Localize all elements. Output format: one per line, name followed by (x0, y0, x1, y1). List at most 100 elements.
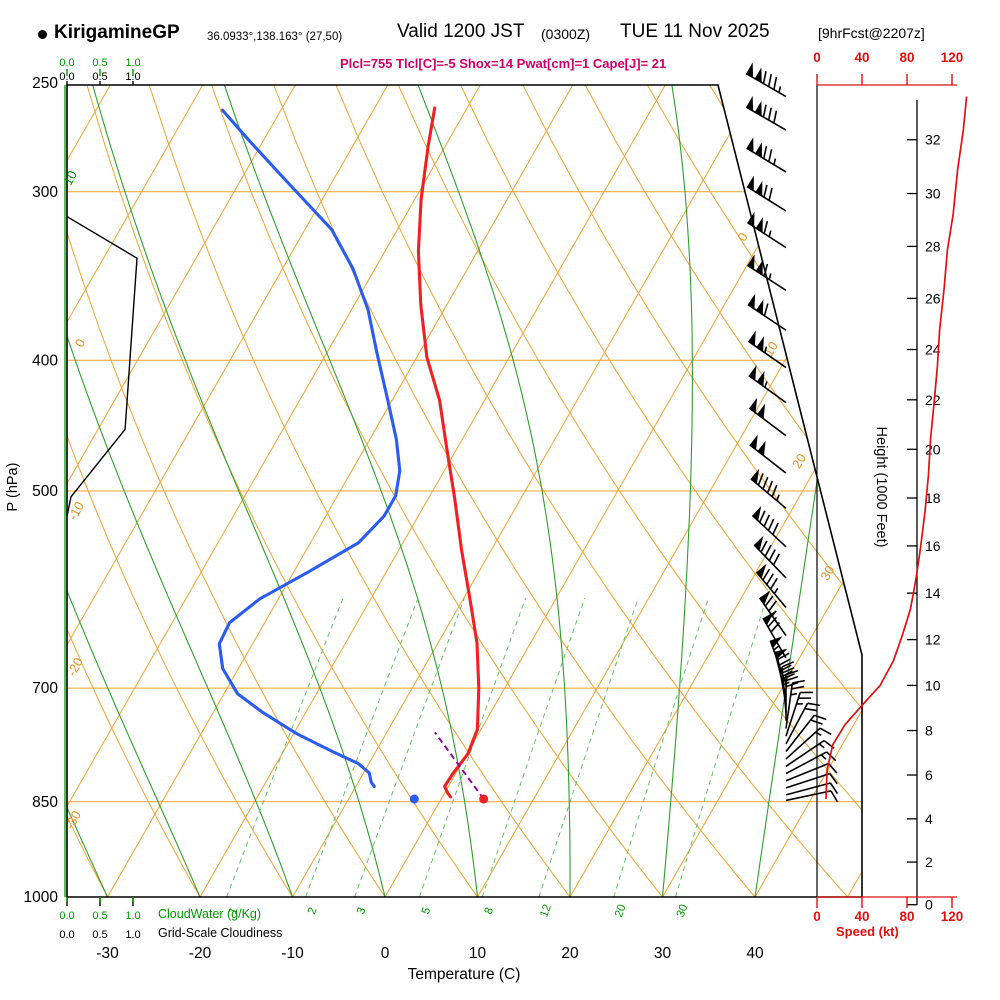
svg-text:10: 10 (761, 339, 781, 359)
svg-text:32: 32 (925, 132, 941, 148)
temperature-tick-labels: -30 -20 -10 0 10 20 30 40 (96, 945, 764, 962)
svg-text:30: 30 (925, 186, 941, 202)
svg-text:0: 0 (734, 230, 751, 244)
svg-text:8: 8 (483, 906, 496, 916)
svg-text:2: 2 (306, 906, 319, 916)
svg-text:-20: -20 (189, 945, 212, 962)
valid-time-utc: (0300Z) (541, 26, 591, 42)
sounding-indices: Plcl=755 Tlcl[C]=-5 Shox=14 Pwat[cm]=1 C… (340, 56, 667, 71)
surface-dewpoint-dot (409, 794, 419, 804)
svg-text:12: 12 (538, 903, 554, 919)
svg-text:14: 14 (925, 585, 941, 601)
svg-text:30: 30 (817, 563, 837, 583)
svg-text:6: 6 (925, 767, 933, 783)
svg-text:2: 2 (925, 854, 933, 870)
svg-text:1.0: 1.0 (125, 57, 140, 69)
svg-text:1.0: 1.0 (125, 71, 140, 83)
svg-text:0.0: 0.0 (59, 929, 74, 941)
svg-text:0: 0 (381, 945, 390, 962)
forecast-run-info: [9hrFcst@2207z] (818, 25, 925, 41)
speed-profile-curve (825, 96, 968, 800)
svg-text:18: 18 (925, 490, 941, 506)
svg-text:30: 30 (654, 945, 672, 962)
svg-text:20: 20 (789, 451, 809, 471)
parcel-path (434, 731, 485, 800)
wind-barbs (745, 62, 839, 803)
svg-text:26: 26 (925, 290, 941, 306)
svg-text:0.5: 0.5 (92, 929, 107, 941)
svg-text:80: 80 (899, 50, 914, 65)
svg-text:20: 20 (925, 441, 941, 457)
svg-text:0.5: 0.5 (92, 71, 107, 83)
svg-text:40: 40 (746, 945, 764, 962)
svg-text:16: 16 (925, 538, 941, 554)
svg-text:500: 500 (32, 483, 58, 500)
svg-text:40: 40 (854, 909, 869, 924)
svg-text:-30: -30 (96, 945, 119, 962)
svg-text:20: 20 (613, 903, 629, 919)
cloudiness-scale-title: Grid-Scale Cloudiness (158, 926, 283, 940)
svg-text:250: 250 (32, 75, 58, 92)
svg-text:1.0: 1.0 (125, 929, 140, 941)
svg-text:0: 0 (813, 909, 821, 924)
svg-text:850: 850 (32, 794, 58, 811)
station-coords: 36.0933°,138.163° (27,50) (207, 31, 343, 43)
svg-text:3: 3 (355, 906, 368, 916)
cloudwater-scale-title: CloudWater (g/Kg) (158, 907, 262, 921)
temperature-curve (416, 106, 481, 799)
svg-text:10: 10 (469, 945, 487, 962)
dewpoint-curve (217, 108, 402, 788)
cloud-scales: 0.0 0.0 0.0 0.0 0.5 0.5 0.5 0.5 1.0 1.0 1.0 1.0 (59, 57, 140, 941)
svg-text:24: 24 (925, 342, 941, 358)
svg-text:80: 80 (899, 909, 914, 924)
svg-text:0: 0 (813, 50, 821, 65)
svg-text:0.0: 0.0 (59, 910, 74, 922)
svg-text:22: 22 (925, 392, 941, 408)
svg-text:1000: 1000 (24, 889, 59, 906)
svg-text:10: 10 (60, 168, 80, 188)
pressure-axis-title: P (hPa) (5, 462, 21, 512)
svg-text:120: 120 (941, 50, 964, 65)
svg-text:700: 700 (32, 680, 58, 697)
svg-text:-10: -10 (65, 499, 87, 523)
svg-text:0.0: 0.0 (59, 57, 74, 69)
svg-text:5: 5 (420, 906, 433, 916)
svg-text:12: 12 (925, 632, 941, 648)
valid-date: TUE 11 Nov 2025 (620, 21, 770, 42)
skewt-grid (67, 85, 862, 897)
svg-text:4: 4 (925, 811, 933, 827)
svg-text:8: 8 (925, 723, 933, 739)
svg-text:40: 40 (854, 50, 869, 65)
station-name: KirigamineGP (54, 22, 180, 43)
svg-text:10: 10 (925, 677, 941, 693)
plot-border (66, 84, 863, 898)
svg-text:28: 28 (925, 238, 941, 254)
svg-text:300: 300 (32, 184, 58, 201)
svg-text:0.0: 0.0 (59, 71, 74, 83)
svg-text:20: 20 (561, 945, 579, 962)
svg-text:1: 1 (227, 906, 240, 916)
cloudiness-profile (67, 215, 138, 517)
surface-temp-dot (479, 794, 489, 804)
svg-text:0: 0 (925, 897, 933, 913)
valid-time: Valid 1200 JST (397, 21, 525, 42)
svg-text:0.5: 0.5 (92, 910, 107, 922)
svg-text:120: 120 (941, 909, 964, 924)
station-marker-dot (38, 30, 47, 39)
svg-text:0.5: 0.5 (92, 57, 107, 69)
svg-text:0: 0 (72, 336, 89, 349)
svg-text:-10: -10 (281, 945, 304, 962)
svg-text:1.0: 1.0 (125, 910, 140, 922)
svg-text:30: 30 (675, 903, 691, 919)
profiles (217, 106, 489, 804)
speed-axis-title: Speed (kt) (836, 924, 899, 939)
pressure-tick-labels: 250 300 400 500 700 850 1000 (24, 75, 59, 906)
height-axis-title: Height (1000 Feet) (873, 426, 889, 548)
temperature-axis-title: Temperature (C) (407, 966, 521, 983)
svg-text:400: 400 (32, 352, 58, 369)
